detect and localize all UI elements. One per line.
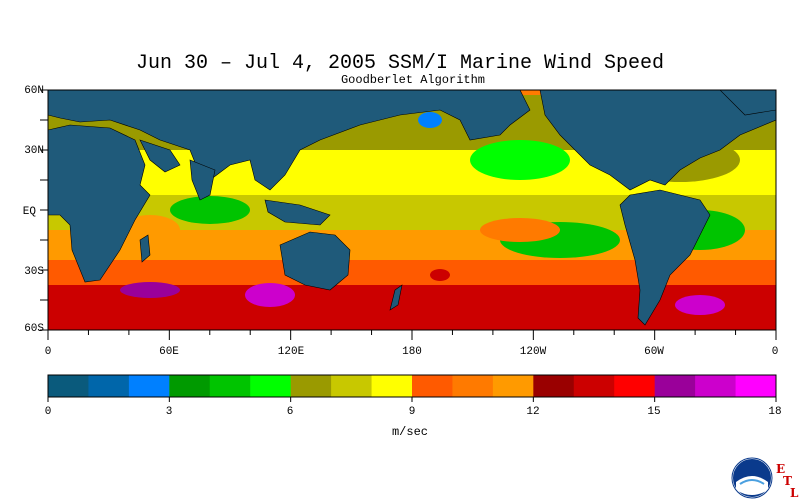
map-title: Jun 30 – Jul 4, 2005 SSM/I Marine Wind S… (135, 52, 665, 75)
etl-letter-l: L (790, 486, 799, 500)
colorbar-swatch (331, 375, 373, 397)
land-greenland (719, 90, 776, 116)
colorbar-swatch (412, 375, 453, 397)
lon-label-60e: 60E (159, 346, 179, 358)
lat-label-60s: 60S (24, 323, 44, 335)
lon-label-180: 180 (402, 346, 422, 358)
mid-north-pacific (375, 110, 465, 150)
colorbar-swatch (735, 375, 777, 397)
noaa-logo-icon (731, 457, 773, 499)
colorbar-tick-3: 3 (165, 406, 173, 418)
land-arabia (139, 139, 181, 173)
storm-south-atlantic (120, 282, 180, 298)
land-eurasia (48, 90, 531, 191)
colorbar-swatch (654, 375, 696, 397)
land-india (189, 159, 216, 201)
map-subtitle: Goodberlet Algorithm (340, 73, 486, 87)
colorbar-swatch (614, 375, 656, 397)
storm-south-pacific (430, 269, 450, 281)
colorbar-swatch (250, 375, 292, 397)
colorbar-tick-9: 9 (408, 406, 416, 418)
colorbar-swatch (88, 375, 130, 397)
storm-south-indian (245, 283, 295, 307)
lon-ticks (47, 330, 777, 340)
lat-ticks (40, 89, 48, 331)
land-new-zealand (389, 284, 403, 311)
colorbar-swatch (452, 375, 494, 397)
colorbar-swatch (371, 375, 413, 397)
lat-label-30s: 30S (24, 266, 44, 278)
lat-label-eq: EQ (22, 206, 36, 218)
colorbar-tick-0: 0 (44, 406, 52, 418)
calm-indian (170, 196, 250, 224)
colorbar-tick-12: 12 (526, 406, 540, 418)
colorbar-swatch (290, 375, 332, 397)
colorbar-units: m/sec (391, 425, 428, 439)
calm-north-pacific (470, 140, 570, 180)
colorbar (47, 375, 777, 402)
land-madagascar (139, 234, 151, 263)
land-south-america (619, 189, 711, 326)
land-masses (48, 90, 776, 326)
lon-label-60w: 60W (644, 346, 664, 358)
land-africa (48, 124, 151, 283)
storm-south-america (675, 295, 725, 315)
lon-label-0-west: 0 (44, 346, 52, 358)
land-north-america (539, 90, 776, 191)
land-indonesia (264, 199, 331, 226)
colorbar-tick-18: 18 (768, 406, 782, 418)
east-pacific-trade (480, 218, 560, 242)
colorbar-swatch (573, 375, 615, 397)
colorbar-swatch (209, 375, 251, 397)
etl-letter-t: T (783, 474, 792, 488)
colorbar-frame (47, 374, 777, 398)
lon-label-120w: 120W (519, 346, 547, 358)
lon-label-0-east: 0 (771, 346, 779, 358)
etl-letter-e: E (776, 462, 786, 476)
indian-trade (120, 215, 180, 245)
colorbar-swatch (492, 375, 534, 397)
colorbar-tick-15: 15 (647, 406, 661, 418)
map-field (48, 90, 776, 330)
lat-label-60n: 60N (24, 85, 44, 97)
colorbar-swatch (48, 375, 89, 397)
colorbar-swatch (533, 375, 575, 397)
calm-spot-pacific (418, 112, 442, 128)
colorbar-swatch (695, 375, 737, 397)
colorbar-swatch (128, 375, 170, 397)
colorbar-swatch (169, 375, 211, 397)
land-australia (279, 231, 351, 291)
colorbar-tick-6: 6 (286, 406, 294, 418)
lon-label-120e: 120E (277, 346, 305, 358)
lat-label-30n: 30N (24, 145, 44, 157)
